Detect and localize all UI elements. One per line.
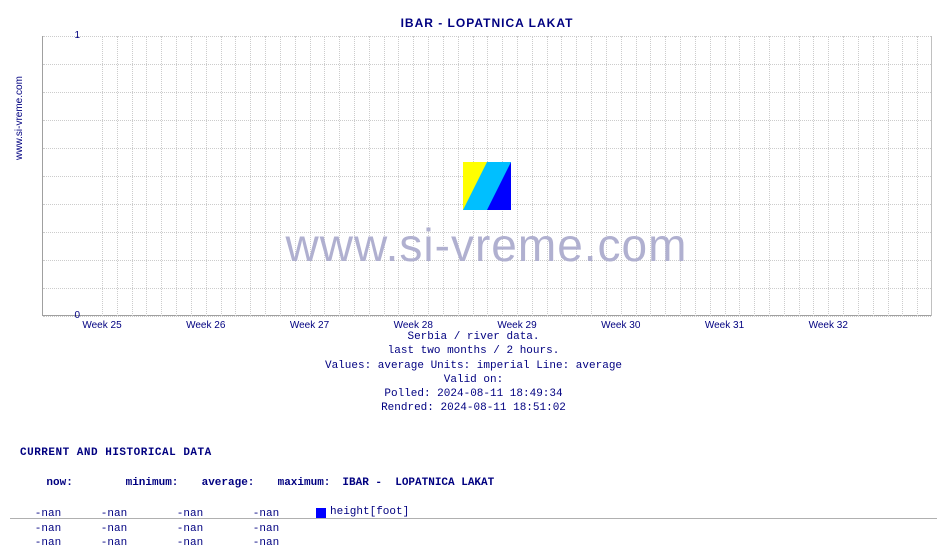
chart-title: IBAR - LOPATNICA LAKAT [42, 16, 932, 30]
gridline-vertical [532, 36, 533, 316]
series-unit-label: height[foot] [330, 506, 409, 518]
gridline-vertical [369, 36, 370, 316]
series-label: IBAR - LOPATNICA LAKAT [342, 476, 494, 491]
y-tick-label: 1 [40, 30, 80, 41]
gridline-vertical [665, 36, 666, 316]
gridline-vertical [354, 36, 355, 316]
meta-line-rendered: Rendred: 2024-08-11 18:51:02 [0, 401, 947, 415]
gridline-vertical [413, 36, 414, 316]
gridline-vertical [843, 36, 844, 316]
sidebar-url-label: www.si-vreme.com [14, 76, 25, 160]
gridline-vertical [917, 36, 918, 316]
gridline-vertical [191, 36, 192, 316]
gridline-vertical [873, 36, 874, 316]
table-row: -nan-nan-nan-nanheight[foot] [20, 505, 494, 521]
gridline-vertical [295, 36, 296, 316]
table-cell: -nan [152, 522, 228, 537]
gridline-vertical [161, 36, 162, 316]
meta-line-range: last two months / 2 hours. [0, 344, 947, 358]
y-tick-label: 0 [40, 310, 80, 321]
gridline-vertical [250, 36, 251, 316]
gridline-vertical [710, 36, 711, 316]
table-cell: -nan [228, 536, 304, 551]
gridline-vertical [517, 36, 518, 316]
gridline-vertical [799, 36, 800, 316]
gridline-vertical [695, 36, 696, 316]
plot-area: www.si-vreme.com [42, 36, 932, 316]
gridline-vertical [310, 36, 311, 316]
gridline-vertical [902, 36, 903, 316]
gridline-vertical [858, 36, 859, 316]
gridline-vertical [621, 36, 622, 316]
table-cell: -nan [20, 536, 76, 551]
chart-metadata: Serbia / river data. last two months / 2… [0, 330, 947, 416]
gridline-vertical [828, 36, 829, 316]
table-cell: -nan [76, 522, 152, 537]
gridline-vertical [132, 36, 133, 316]
gridline-vertical [725, 36, 726, 316]
table-cell: -nan [228, 507, 304, 522]
gridline-vertical [739, 36, 740, 316]
gridline-vertical [265, 36, 266, 316]
gridline-vertical [561, 36, 562, 316]
table-cell: -nan [20, 522, 76, 537]
table-row: -nan-nan-nan-nan [20, 522, 494, 537]
footer-divider [10, 518, 937, 519]
col-header-maximum: maximum: [254, 476, 330, 491]
data-table: CURRENT AND HISTORICAL DATA now:minimum:… [20, 446, 494, 551]
watermark-text: www.si-vreme.com [42, 218, 931, 272]
gridline-vertical [324, 36, 325, 316]
gridline-vertical [280, 36, 281, 316]
data-table-heading: CURRENT AND HISTORICAL DATA [20, 446, 494, 461]
gridline-vertical [221, 36, 222, 316]
series-swatch-icon [316, 508, 326, 518]
col-header-average: average: [178, 476, 254, 491]
gridline-vertical [443, 36, 444, 316]
gridline-vertical [650, 36, 651, 316]
table-cell: -nan [76, 507, 152, 522]
gridline-vertical [547, 36, 548, 316]
meta-line-source: Serbia / river data. [0, 330, 947, 344]
col-header-now: now: [46, 476, 102, 491]
gridline-vertical [636, 36, 637, 316]
table-cell: -nan [152, 536, 228, 551]
gridline-vertical [888, 36, 889, 316]
gridline-vertical [206, 36, 207, 316]
gridline-vertical [813, 36, 814, 316]
chart-container: IBAR - LOPATNICA LAKAT www.si-vreme.com … [42, 8, 932, 318]
table-row: -nan-nan-nan-nan [20, 536, 494, 551]
gridline-vertical [398, 36, 399, 316]
gridline-vertical [339, 36, 340, 316]
table-cell: -nan [76, 536, 152, 551]
col-header-minimum: minimum: [102, 476, 178, 491]
meta-line-validon: Valid on: [0, 373, 947, 387]
gridline-vertical [606, 36, 607, 316]
gridline-vertical [784, 36, 785, 316]
table-cell: -nan [152, 507, 228, 522]
gridline-vertical [769, 36, 770, 316]
table-cell: -nan [228, 522, 304, 537]
gridline-horizontal [43, 316, 931, 317]
meta-line-config: Values: average Units: imperial Line: av… [0, 359, 947, 373]
gridline-vertical [680, 36, 681, 316]
gridline-vertical [235, 36, 236, 316]
table-cell: -nan [20, 507, 76, 522]
gridline-vertical [102, 36, 103, 316]
gridline-vertical [576, 36, 577, 316]
gridline-vertical [384, 36, 385, 316]
gridline-vertical [428, 36, 429, 316]
data-table-header-row: now:minimum:average:maximum: IBAR - LOPAT… [20, 461, 494, 506]
watermark-logo-icon [463, 162, 511, 210]
gridline-vertical [458, 36, 459, 316]
gridline-vertical [117, 36, 118, 316]
gridline-vertical [754, 36, 755, 316]
meta-line-polled: Polled: 2024-08-11 18:49:34 [0, 387, 947, 401]
gridline-vertical [146, 36, 147, 316]
gridline-vertical [176, 36, 177, 316]
gridline-vertical [591, 36, 592, 316]
